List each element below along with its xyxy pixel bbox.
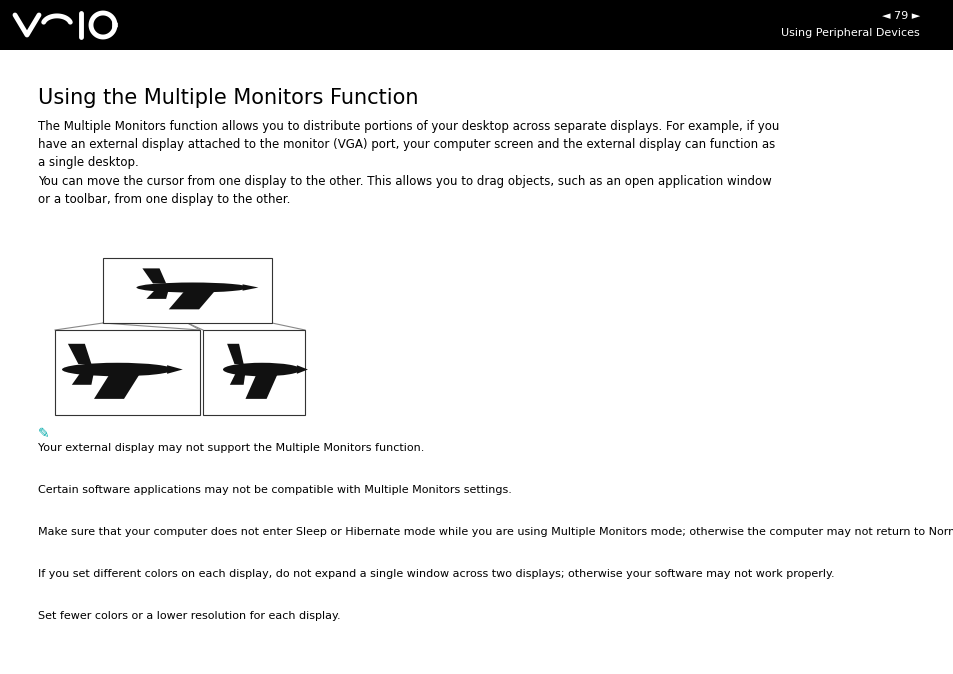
Polygon shape [242,284,258,290]
Polygon shape [114,376,131,381]
Text: You can move the cursor from one display to the other. This allows you to drag o: You can move the cursor from one display… [38,175,771,206]
Text: Using Peripheral Devices: Using Peripheral Devices [781,28,919,38]
Text: Your external display may not support the Multiple Monitors function.: Your external display may not support th… [38,443,424,453]
Polygon shape [169,289,216,309]
Text: ✎: ✎ [38,427,50,441]
Ellipse shape [223,363,301,376]
Text: Set fewer colors or a lower resolution for each display.: Set fewer colors or a lower resolution f… [38,611,340,621]
Text: The Multiple Monitors function allows you to distribute portions of your desktop: The Multiple Monitors function allows yo… [38,120,779,169]
Polygon shape [71,372,94,385]
Bar [55,330,200,415]
Text: Using the Multiple Monitors Function: Using the Multiple Monitors Function [38,88,418,108]
Bar [0,0,953,50]
Polygon shape [227,344,243,364]
Polygon shape [94,372,141,399]
Text: Make sure that your computer does not enter Sleep or Hibernate mode while you ar: Make sure that your computer does not en… [38,527,953,537]
Text: ◄ 79 ►: ◄ 79 ► [881,11,919,21]
Polygon shape [245,372,278,399]
Polygon shape [190,293,206,297]
Polygon shape [167,365,183,374]
Polygon shape [142,268,166,283]
Polygon shape [68,344,91,364]
Polygon shape [260,376,271,381]
Ellipse shape [136,282,249,293]
Bar [103,258,272,323]
Ellipse shape [62,363,172,376]
Polygon shape [146,289,169,299]
Polygon shape [296,365,308,374]
Polygon shape [230,372,245,385]
Bar [203,330,305,415]
Text: If you set different colors on each display, do not expand a single window acros: If you set different colors on each disp… [38,569,834,579]
Text: Certain software applications may not be compatible with Multiple Monitors setti: Certain software applications may not be… [38,485,512,495]
